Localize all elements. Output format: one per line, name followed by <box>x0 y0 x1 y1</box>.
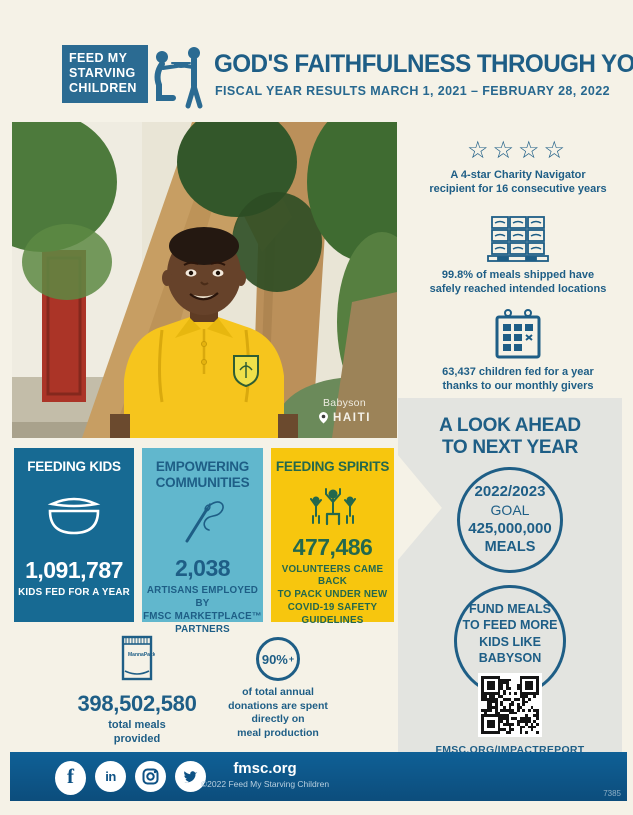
box-title: FEEDING KIDS <box>27 459 121 474</box>
location-pin-icon <box>318 412 328 424</box>
fund-meals-circle: FUND MEALS TO FEED MORE KIDS LIKE BABYSO… <box>454 584 566 697</box>
meal-bag-icon: MannaPack <box>121 635 156 681</box>
children-fed-text: 63,437 children fed for a year thanks to… <box>442 366 594 393</box>
child-name: Babyson <box>323 397 366 409</box>
total-meals-stat: MannaPack 398,502,580 total meals provid… <box>42 634 232 747</box>
charity-navigator-text: A 4-star Charity Navigator recipient for… <box>429 169 607 196</box>
logo-line: STARVING <box>69 66 136 80</box>
box-caption: KIDS FED FOR A YEAR <box>18 586 130 598</box>
donations-value: 90% <box>261 651 288 667</box>
stat-box-feeding-spirits: FEEDING SPIRITS 477,486 VOLUNTEERS CAME … <box>271 448 394 626</box>
four-stars-icon: ☆☆☆☆ <box>466 137 570 164</box>
box-value: 2,038 <box>174 555 231 582</box>
photo-illustration <box>12 122 397 438</box>
box-title: EMPOWERING COMMUNITIES <box>155 459 250 490</box>
instagram-icon[interactable] <box>135 761 166 792</box>
stat-boxes-row: FEEDING KIDS 1,091,787 KIDS FED FOR A YE… <box>14 448 394 635</box>
box-value: 477,486 <box>292 533 373 560</box>
logo-line: CHILDREN <box>69 81 137 95</box>
stat-box-feeding-kids: FEEDING KIDS 1,091,787 KIDS FED FOR A YE… <box>14 448 134 622</box>
twitter-icon[interactable] <box>175 761 206 792</box>
bowl-icon <box>47 497 101 534</box>
total-meals-value: 398,502,580 <box>77 691 197 716</box>
page-title: GOD'S FAITHFULNESS THROUGH YOU <box>214 50 633 78</box>
facebook-icon[interactable]: f <box>55 761 86 795</box>
page-subtitle: FISCAL YEAR RESULTS MARCH 1, 2021 – FEBR… <box>215 84 610 98</box>
footer-bar: f in fmsc.org ©2022 Feed My Starving Chi… <box>10 752 627 801</box>
box-caption: ARTISANS EMPLOYED BY FMSC MARKETPLACE™ P… <box>143 585 262 635</box>
website-url[interactable]: fmsc.org <box>233 760 297 777</box>
pallet-boxes-icon <box>487 215 549 262</box>
percent-circle-icon: 90% + <box>256 637 300 681</box>
highlights-column: ☆☆☆☆ A 4-star Charity Navigator recipien… <box>420 139 616 394</box>
copyright-text: ©2022 Feed My Starving Children <box>200 779 330 789</box>
stat-box-empowering-communities: EMPOWERING COMMUNITIES 2,038 ARTISANS EM… <box>142 448 263 635</box>
photo-caption: Babyson HAITI <box>318 397 371 424</box>
goal-circle: 2022/2023 GOAL 425,000,000 MEALS <box>457 466 563 573</box>
calendar-icon <box>495 309 541 359</box>
donations-caption: of total annual donations are spent dire… <box>228 686 328 739</box>
feeding-figures-icon <box>154 47 203 109</box>
donations-stat: 90% + of total annual donations are spent… <box>218 637 338 741</box>
document-number: 7385 <box>603 789 621 798</box>
linkedin-icon[interactable]: in <box>95 761 126 792</box>
meals-shipped-text: 99.8% of meals shipped have safely reach… <box>429 268 607 295</box>
box-title: FEEDING SPIRITS <box>275 459 390 474</box>
logo-line: FEED MY <box>69 51 128 65</box>
volunteers-icon <box>309 487 356 525</box>
fmsc-logo: FEED MY STARVING CHILDREN <box>62 45 148 103</box>
look-ahead-panel: A LOOK AHEAD TO NEXT YEAR 2022/2023 GOAL… <box>398 398 622 757</box>
qr-code[interactable] <box>478 672 542 737</box>
total-meals-caption: total meals provided <box>108 719 166 746</box>
needle-thread-icon <box>185 501 224 543</box>
child-country: HAITI <box>332 411 371 424</box>
look-ahead-title: A LOOK AHEAD TO NEXT YEAR <box>439 415 581 459</box>
bag-label: MannaPack <box>128 652 155 658</box>
box-value: 1,091,787 <box>25 556 123 583</box>
child-photo: Babyson HAITI <box>12 122 397 438</box>
box-caption: VOLUNTEERS CAME BACK TO PACK UNDER NEW C… <box>277 563 388 627</box>
social-icons: f in <box>55 761 206 795</box>
